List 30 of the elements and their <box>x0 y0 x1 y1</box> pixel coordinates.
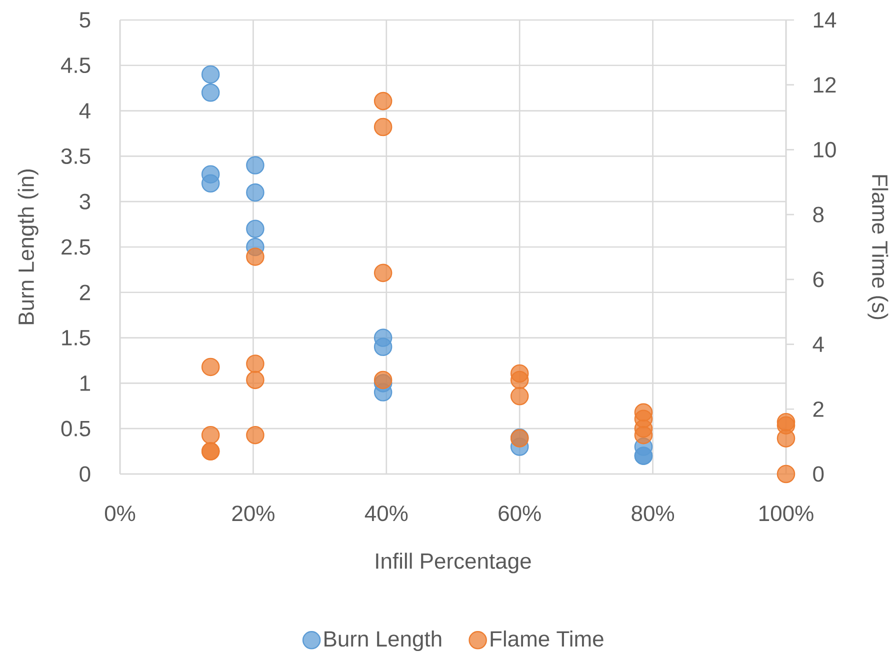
y-axis-title: Burn Length (in) <box>18 170 38 324</box>
y2-tick-label: 14 <box>814 12 836 28</box>
y2-tick-label: 0 <box>813 466 824 482</box>
x-tick-label: 0% <box>104 506 136 522</box>
y2-tick-label: 12 <box>814 77 836 93</box>
y-tick-label: 4.5 <box>60 58 90 74</box>
y-tick-label: 5 <box>80 12 90 28</box>
y2-tick-label: 2 <box>813 401 824 417</box>
y-tick-label: 2 <box>80 284 90 300</box>
y-tick-label: 1.5 <box>62 330 90 346</box>
y-tick-label: 3 <box>80 194 90 210</box>
y2-tick-label: 8 <box>813 206 824 222</box>
y-tick-label: 0.5 <box>61 420 90 436</box>
x-tick-label: 40% <box>364 506 408 522</box>
x-tick-label: 100% <box>760 506 814 522</box>
x-axis-title: Infill Percentage <box>376 552 531 574</box>
x-tick-label: 80% <box>632 506 674 522</box>
y-tick-label: 1 <box>80 376 90 391</box>
y2-axis-title: Flame Time (s) <box>868 175 888 320</box>
x-tick-label: 20% <box>232 506 274 522</box>
y2-tick-label: 4 <box>812 336 824 352</box>
y-tick-label: 2.5 <box>62 239 90 255</box>
legend-label: Burn Length <box>324 630 442 652</box>
y-tick-label: 3.5 <box>61 148 90 164</box>
legend-label: Flame Time <box>490 630 604 647</box>
x-tick-label: 60% <box>498 506 541 522</box>
y2-tick-label: 6 <box>813 272 824 288</box>
y-tick-label: 0 <box>80 466 90 482</box>
y-tick-label: 4 <box>79 103 90 118</box>
y2-tick-label: 10 <box>814 142 836 158</box>
